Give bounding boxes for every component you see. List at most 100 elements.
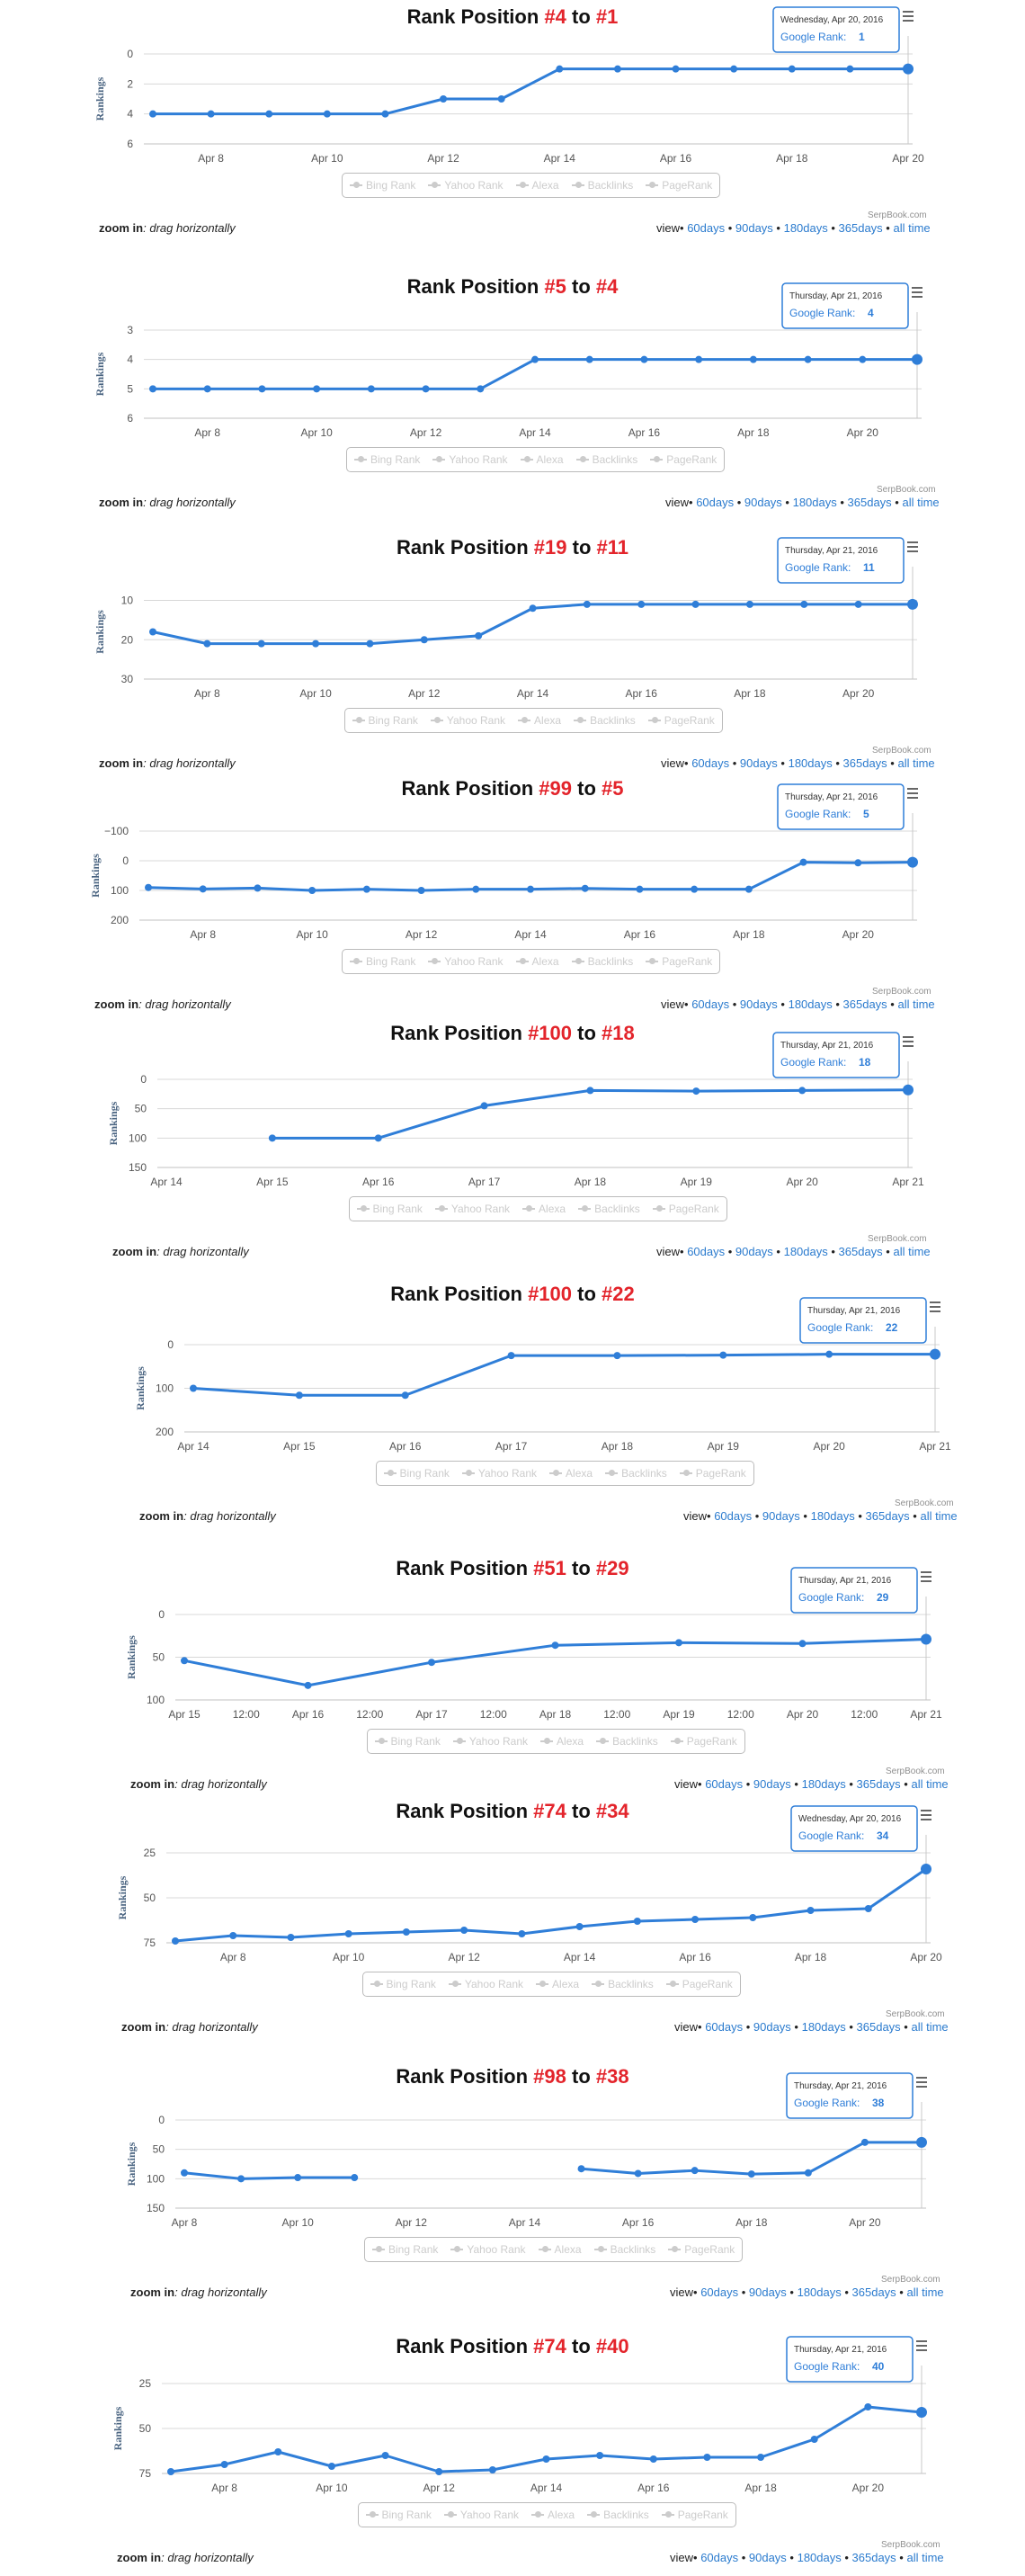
view-range-link[interactable]: 60days bbox=[705, 1777, 744, 1791]
data-point[interactable] bbox=[190, 1384, 197, 1392]
data-point[interactable] bbox=[420, 636, 428, 644]
data-point[interactable] bbox=[691, 1916, 700, 1923]
legend-item[interactable]: PageRank bbox=[665, 1978, 733, 1990]
data-point[interactable] bbox=[804, 2169, 812, 2177]
data-point[interactable] bbox=[362, 885, 370, 893]
data-point[interactable] bbox=[613, 65, 621, 73]
view-range-link[interactable]: 90days bbox=[735, 221, 773, 235]
legend-item[interactable]: Backlinks bbox=[571, 955, 633, 968]
menu-icon[interactable] bbox=[930, 1301, 940, 1314]
legend-item[interactable]: Backlinks bbox=[574, 714, 636, 727]
view-range-link[interactable]: all time bbox=[911, 1777, 949, 1791]
data-point[interactable] bbox=[749, 355, 757, 363]
data-point[interactable] bbox=[366, 640, 374, 648]
data-point[interactable] bbox=[586, 1087, 594, 1095]
view-range-link[interactable]: 365days bbox=[856, 1777, 901, 1791]
data-point[interactable] bbox=[304, 1681, 312, 1689]
data-point[interactable] bbox=[695, 355, 703, 363]
data-point[interactable] bbox=[672, 65, 680, 73]
legend-item[interactable]: PageRank bbox=[647, 714, 715, 727]
data-point[interactable] bbox=[860, 2138, 869, 2146]
view-range-link[interactable]: 60days bbox=[691, 756, 730, 770]
view-range-link[interactable]: all time bbox=[893, 1245, 931, 1258]
legend-item[interactable]: Yahoo Rank bbox=[430, 714, 505, 727]
data-point[interactable] bbox=[930, 1348, 940, 1360]
legend-item[interactable]: Yahoo Rank bbox=[434, 1203, 510, 1215]
legend-item[interactable]: PageRank bbox=[650, 453, 717, 466]
view-range-link[interactable]: 90days bbox=[762, 1509, 800, 1523]
legend-item[interactable]: Bing Rank bbox=[354, 453, 420, 466]
menu-icon[interactable] bbox=[921, 1810, 931, 1822]
menu-icon[interactable] bbox=[916, 2340, 927, 2353]
data-point[interactable] bbox=[203, 640, 211, 648]
chart-plot-area[interactable]: 0 2 4 6 Rankings Apr 8 Apr 10 Apr 12 Apr 14 Apr 1… bbox=[0, 0, 1025, 236]
data-point[interactable] bbox=[351, 2174, 359, 2182]
legend-item[interactable]: Bing Rank bbox=[383, 1467, 450, 1480]
data-point[interactable] bbox=[637, 600, 646, 608]
legend-item[interactable]: Yahoo Rank bbox=[461, 1467, 537, 1480]
data-point[interactable] bbox=[692, 1087, 700, 1096]
data-point[interactable] bbox=[825, 1350, 833, 1358]
view-range-link[interactable]: 60days bbox=[700, 2551, 739, 2564]
data-point[interactable] bbox=[800, 600, 808, 608]
view-range-link[interactable]: 90days bbox=[753, 1777, 791, 1791]
view-range-link[interactable]: 365days bbox=[856, 2020, 901, 2034]
data-point[interactable] bbox=[703, 2454, 711, 2461]
data-point[interactable] bbox=[556, 65, 564, 73]
data-point[interactable] bbox=[788, 65, 796, 73]
data-point[interactable] bbox=[308, 887, 316, 894]
credit-link[interactable]: SerpBook.com bbox=[872, 987, 931, 997]
data-point[interactable] bbox=[921, 1864, 931, 1874]
data-point[interactable] bbox=[344, 1930, 352, 1937]
data-point[interactable] bbox=[633, 1918, 641, 1925]
legend-item[interactable]: Yahoo Rank bbox=[448, 1978, 523, 1990]
view-range-link[interactable]: 180days bbox=[783, 221, 828, 235]
data-point[interactable] bbox=[518, 1930, 526, 1937]
legend-item[interactable]: Backlinks bbox=[593, 2243, 655, 2256]
data-point[interactable] bbox=[551, 1641, 559, 1650]
data-point[interactable] bbox=[472, 885, 480, 893]
view-range-link[interactable]: 180days bbox=[792, 496, 837, 509]
chart-plot-area[interactable]: 0 50 100 150 Rankings Apr 14 Apr 15 Apr 16 Apr 1… bbox=[0, 1016, 1025, 1252]
menu-icon[interactable] bbox=[907, 788, 918, 801]
menu-icon[interactable] bbox=[903, 11, 914, 23]
data-point[interactable] bbox=[531, 355, 539, 363]
chart-plot-area[interactable]: 3 4 5 6 Rankings Apr 8 Apr 10 Apr 12 Apr 14 Apr 1… bbox=[0, 270, 1025, 505]
data-point[interactable] bbox=[810, 2436, 818, 2443]
data-point[interactable] bbox=[859, 355, 867, 363]
data-point[interactable] bbox=[864, 2403, 872, 2411]
chart-plot-area[interactable]: 0 50 100 150 Rankings Apr 8 Apr 10 Apr 12 Apr 14… bbox=[0, 2060, 1025, 2295]
legend-item[interactable]: PageRank bbox=[679, 1467, 746, 1480]
data-point[interactable] bbox=[585, 355, 593, 363]
legend-item[interactable]: Backlinks bbox=[587, 2509, 649, 2521]
data-point[interactable] bbox=[460, 1927, 468, 1934]
data-point[interactable] bbox=[596, 2452, 604, 2459]
menu-icon[interactable] bbox=[912, 287, 922, 300]
data-point[interactable] bbox=[257, 640, 265, 648]
view-range-link[interactable]: 90days bbox=[739, 997, 778, 1011]
data-point[interactable] bbox=[149, 385, 156, 393]
credit-link[interactable]: SerpBook.com bbox=[872, 746, 931, 756]
view-range-link[interactable]: 180days bbox=[788, 997, 833, 1011]
legend-item[interactable]: PageRank bbox=[661, 2509, 728, 2521]
legend-item[interactable]: Bing Rank bbox=[372, 2243, 438, 2256]
data-point[interactable] bbox=[475, 631, 483, 640]
view-range-link[interactable]: all time bbox=[902, 496, 940, 509]
legend-item[interactable]: PageRank bbox=[652, 1203, 719, 1215]
view-range-link[interactable]: 365days bbox=[851, 2551, 896, 2564]
data-point[interactable] bbox=[295, 1391, 303, 1400]
data-point[interactable] bbox=[903, 1084, 914, 1096]
credit-link[interactable]: SerpBook.com bbox=[881, 2275, 940, 2285]
data-point[interactable] bbox=[268, 1134, 276, 1142]
legend-item[interactable]: Alexa bbox=[538, 2243, 582, 2256]
legend-item[interactable]: Bing Rank bbox=[365, 2509, 432, 2521]
credit-link[interactable]: SerpBook.com bbox=[877, 485, 936, 495]
legend-item[interactable]: PageRank bbox=[646, 179, 712, 192]
data-point[interactable] bbox=[719, 1351, 727, 1359]
data-point[interactable] bbox=[381, 110, 389, 118]
data-point[interactable] bbox=[181, 1657, 188, 1665]
data-point[interactable] bbox=[916, 2407, 927, 2418]
data-point[interactable] bbox=[207, 110, 215, 118]
data-point[interactable] bbox=[675, 1639, 682, 1647]
legend-item[interactable]: Alexa bbox=[531, 2509, 575, 2521]
